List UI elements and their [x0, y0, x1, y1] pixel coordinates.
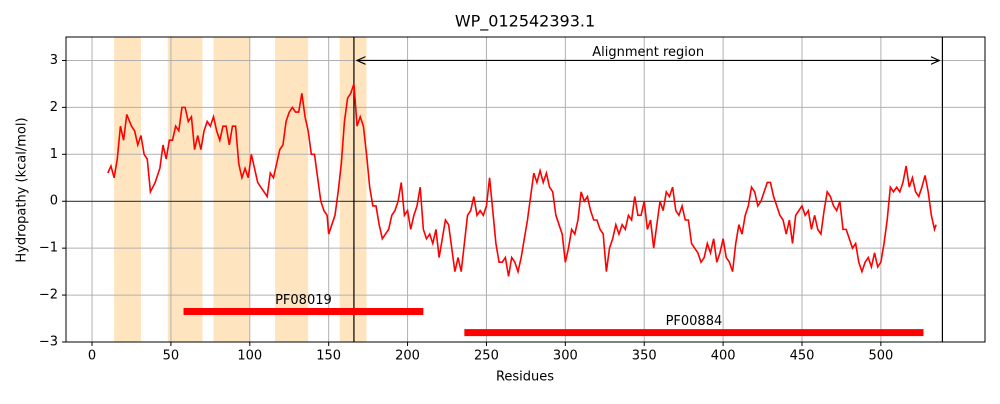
x-tick-label: 50: [163, 349, 180, 364]
x-tick-label: 200: [395, 349, 420, 364]
domain-bar: [183, 308, 424, 315]
y-tick-label: −3: [39, 335, 58, 350]
y-tick-label: −1: [39, 241, 58, 256]
highlight-span: [213, 37, 250, 342]
x-tick-label: 150: [316, 349, 341, 364]
y-tick-label: −2: [39, 288, 58, 303]
x-tick-label: 100: [237, 349, 262, 364]
y-tick-label: 0: [50, 194, 58, 209]
x-axis-label: Residues: [496, 370, 554, 385]
hydropathy-line: [107, 83, 937, 277]
plot-frame: [65, 36, 986, 343]
x-tick-label: 350: [632, 349, 657, 364]
y-tick-label: 1: [50, 147, 58, 162]
highlight-span: [114, 37, 141, 342]
x-tick-label: 0: [88, 349, 96, 364]
domain-label: PF00884: [666, 314, 723, 329]
x-tick-label: 300: [553, 349, 578, 364]
y-tick-label: 3: [50, 53, 58, 68]
y-tick-label: 2: [50, 100, 58, 115]
domain-bar: [464, 329, 924, 337]
highlight-span: [167, 37, 203, 342]
highlight-span: [339, 37, 367, 342]
plot-area: 0 50 100 150 200 250 300 350 400 450 500 −3 −2 −1 0 1 2 3…: [39, 36, 986, 364]
domain-label: PF08019: [275, 293, 332, 308]
chart-title: WP_012542393.1: [455, 12, 595, 32]
annotation-text: Alignment region: [592, 45, 704, 60]
x-tick-label: 400: [711, 349, 736, 364]
y-axis-label: Hydropathy (kcal/mol): [15, 117, 30, 262]
x-tick-label: 450: [790, 349, 815, 364]
x-tick-label: 500: [868, 349, 893, 364]
highlight-span: [275, 37, 309, 342]
x-tick-label: 250: [474, 349, 499, 364]
